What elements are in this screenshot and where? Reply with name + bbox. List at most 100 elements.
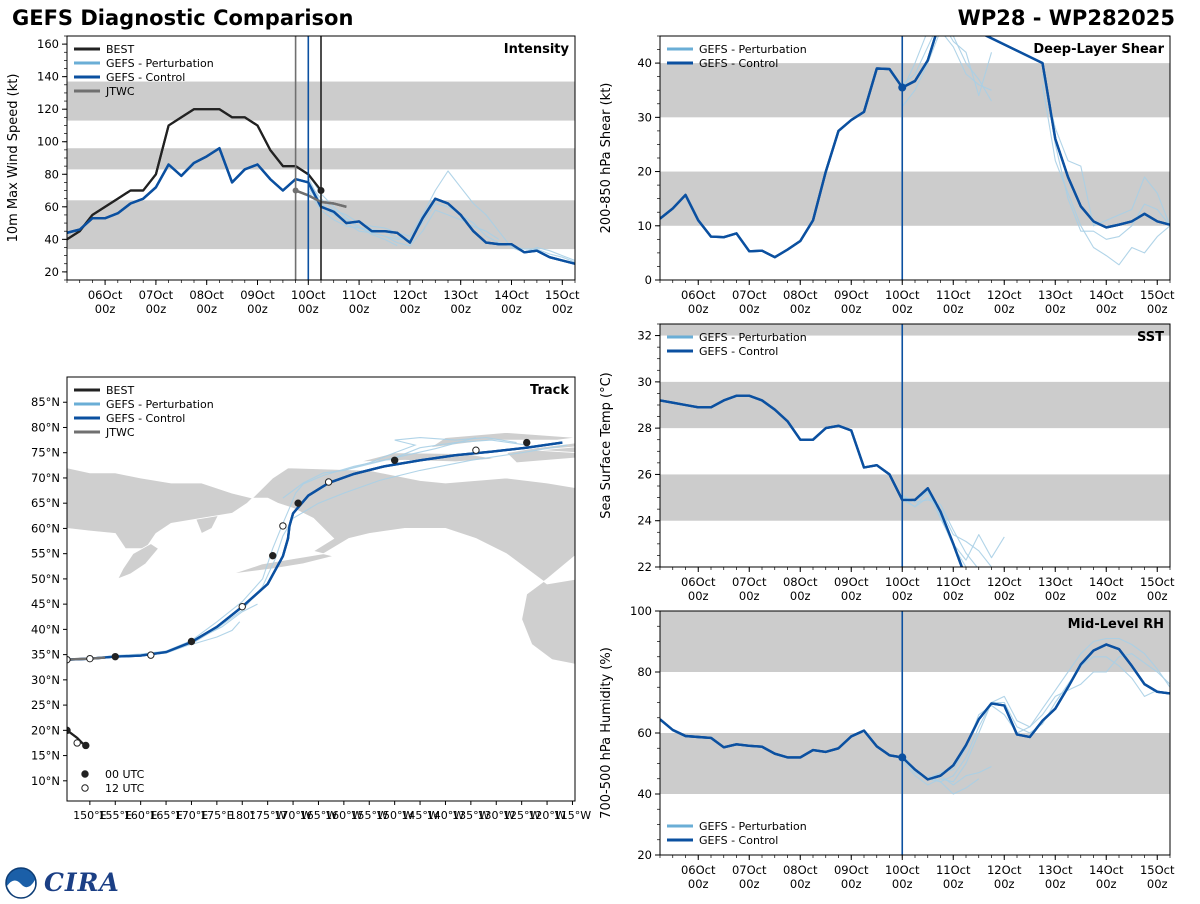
track-point-00utc	[390, 456, 399, 464]
legend-label: JTWC	[105, 426, 135, 439]
x-tick-hour: 00z	[892, 589, 913, 603]
lon-tick-label: 155°W	[351, 809, 388, 822]
control-current-point	[898, 83, 907, 92]
plot-area	[660, 611, 1170, 855]
page-title: GEFS Diagnostic Comparison	[12, 6, 354, 30]
series-line-perturbation	[901, 36, 993, 97]
track-line-top	[67, 656, 106, 661]
lon-tick-label: 125°W	[503, 809, 540, 822]
lat-tick-label: 55°N	[31, 547, 60, 561]
panel-rh: 2040608010006Oct00z07Oct00z08Oct00z09Oct…	[599, 604, 1175, 891]
x-tick-date: 06Oct	[88, 288, 123, 302]
y-axis-label: Sea Surface Temp (°C)	[599, 372, 614, 519]
lon-tick-label: 175°W	[249, 809, 286, 822]
x-tick-hour: 00z	[739, 302, 760, 316]
x-tick-date: 14Oct	[494, 288, 529, 302]
plot-area	[67, 36, 575, 280]
lat-tick-label: 80°N	[31, 420, 60, 434]
x-tick-date: 13Oct	[443, 288, 478, 302]
track-point-12utc	[67, 655, 71, 664]
lat-tick-label: 25°N	[31, 698, 60, 712]
time-legend-label: 12 UTC	[105, 782, 145, 795]
x-tick-hour: 00z	[95, 302, 116, 316]
y-tick-label: 40	[637, 56, 652, 70]
x-tick-hour: 00z	[892, 302, 913, 316]
x-tick-hour: 00z	[739, 877, 760, 891]
x-tick-date: 06Oct	[681, 863, 716, 877]
x-tick-hour: 00z	[1045, 589, 1066, 603]
x-tick-date: 14Oct	[1089, 863, 1124, 877]
best-current-point	[317, 187, 325, 195]
track-point-00utc	[187, 637, 196, 646]
legend-label: BEST	[106, 43, 134, 56]
x-tick-date: 10Oct	[885, 288, 920, 302]
legend-label: GEFS - Control	[699, 345, 778, 358]
series-line-perturbation	[901, 36, 992, 102]
x-tick-date: 12Oct	[987, 575, 1022, 589]
lat-tick-label: 70°N	[31, 471, 60, 485]
series-line-perturbation	[927, 775, 980, 795]
time-legend-label: 00 UTC	[105, 768, 145, 781]
x-tick-date: 13Oct	[1038, 288, 1073, 302]
x-tick-date: 11Oct	[936, 575, 971, 589]
x-tick-date: 10Oct	[291, 288, 326, 302]
y-tick-label: 40	[637, 787, 652, 801]
x-tick-date: 13Oct	[1038, 575, 1073, 589]
lat-tick-label: 75°N	[31, 446, 60, 460]
threshold-band	[660, 171, 1170, 226]
lat-tick-label: 50°N	[31, 572, 60, 586]
x-tick-hour: 00z	[790, 877, 811, 891]
x-tick-hour: 00z	[892, 877, 913, 891]
x-tick-hour: 00z	[739, 589, 760, 603]
x-tick-date: 11Oct	[936, 288, 971, 302]
noaa-logo-icon	[5, 867, 37, 899]
x-tick-hour: 00z	[943, 877, 964, 891]
legend-label: GEFS - Perturbation	[106, 398, 214, 411]
x-tick-hour: 00z	[841, 302, 862, 316]
track-point-00utc	[269, 551, 277, 560]
legend-label: GEFS - Control	[699, 834, 778, 847]
x-tick-hour: 00z	[247, 302, 268, 316]
x-tick-hour: 00z	[1096, 877, 1117, 891]
x-tick-date: 06Oct	[681, 288, 716, 302]
x-tick-hour: 00z	[943, 302, 964, 316]
x-tick-hour: 00z	[790, 589, 811, 603]
lon-tick-label: 120°W	[528, 809, 565, 822]
land-mass	[116, 543, 159, 580]
x-tick-hour: 00z	[994, 589, 1015, 603]
legend-label: GEFS - Control	[699, 57, 778, 70]
x-tick-date: 09Oct	[240, 288, 275, 302]
panel-sst: 22242628303206Oct00z07Oct00z08Oct00z09Oc…	[599, 323, 1175, 603]
lon-tick-label: 170°E	[175, 809, 208, 822]
cira-logo: CIRA	[44, 868, 120, 897]
track-point-00utc	[67, 726, 71, 735]
track-point-00utc	[82, 741, 90, 750]
panel-title: Track	[530, 383, 569, 398]
lon-tick-label: 150°E	[73, 809, 106, 822]
y-tick-label: 100	[37, 135, 59, 149]
y-tick-label: 60	[637, 726, 652, 740]
series-line-perturbation	[901, 656, 1158, 786]
plot-area	[660, 36, 1170, 280]
lat-tick-label: 35°N	[31, 648, 60, 662]
track-point-12utc	[147, 651, 155, 659]
series-line-top	[660, 36, 1170, 259]
x-tick-date: 15Oct	[545, 288, 580, 302]
x-tick-hour: 00z	[400, 302, 421, 316]
x-tick-date: 07Oct	[732, 288, 767, 302]
x-tick-date: 09Oct	[834, 575, 869, 589]
x-tick-date: 11Oct	[342, 288, 377, 302]
threshold-band	[660, 733, 1170, 794]
track-point-12utc	[238, 602, 246, 611]
y-tick-label: 30	[637, 375, 652, 389]
lon-tick-label: 175°E	[200, 809, 233, 822]
panel-shear: 01020304006Oct00z07Oct00z08Oct00z09Oct00…	[599, 35, 1175, 316]
x-tick-date: 09Oct	[834, 288, 869, 302]
map-area	[67, 432, 575, 750]
plot-frame	[659, 323, 1171, 568]
y-tick-label: 160	[37, 37, 59, 51]
x-tick-hour: 00z	[1045, 302, 1066, 316]
y-tick-label: 20	[44, 265, 59, 279]
lon-tick-label: 160°E	[124, 809, 157, 822]
